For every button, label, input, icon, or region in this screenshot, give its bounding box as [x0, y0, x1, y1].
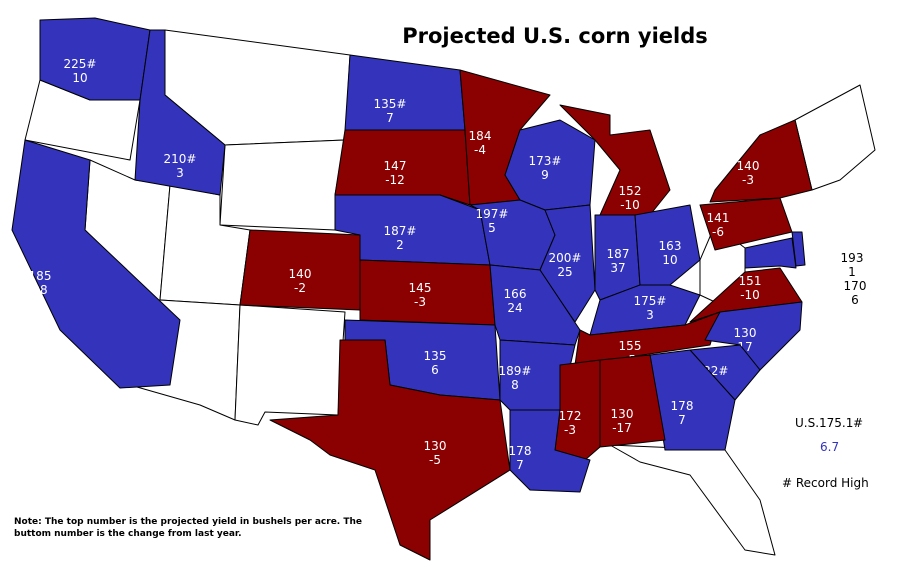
state-yield: 152 [619, 184, 642, 198]
unrated-states [24, 29, 876, 556]
state-change: -10 [620, 198, 640, 212]
state-yield: 130 [424, 439, 447, 453]
state [744, 237, 797, 269]
state-change: -17 [612, 421, 632, 435]
state-change: 7 [386, 111, 394, 125]
state [634, 204, 701, 286]
state [709, 119, 813, 203]
legend-us: U.S.175.1 [795, 416, 853, 430]
state-yield: 184 [469, 129, 492, 143]
state [609, 444, 776, 556]
state-change: -10 [740, 288, 760, 302]
state-change: -2 [294, 281, 306, 295]
state-yield: 151 [739, 274, 762, 288]
state-change: 7 [516, 458, 524, 472]
note-line: Note: The top number is the projected yi… [14, 517, 362, 527]
state-change: 25 [557, 265, 572, 279]
state-change: 5 [488, 221, 496, 235]
state [334, 129, 471, 206]
state [11, 139, 181, 389]
state [269, 339, 511, 561]
state-yield: 130 [611, 407, 634, 421]
map-title: Projected U.S. corn yields [402, 24, 707, 48]
legend-us-mark: # [853, 416, 863, 430]
state-yield: 225# [64, 57, 97, 71]
state-change: -6 [712, 225, 724, 239]
state-yield: 173# [529, 154, 562, 168]
state-change: 24 [507, 301, 522, 315]
state-change: -3 [742, 173, 754, 187]
state [509, 409, 591, 493]
state-change: 3 [176, 166, 184, 180]
state-yield: 155 [619, 339, 642, 353]
state-change: 7 [678, 413, 686, 427]
state-yield: 178 [509, 444, 532, 458]
state-yield: 166 [504, 287, 527, 301]
state-yield: 178 [671, 399, 694, 413]
state-yield: 147 [384, 159, 407, 173]
state [134, 29, 226, 196]
state-change: 9 [541, 168, 549, 182]
state-yield: 170 [844, 279, 867, 293]
state-yield: 145 [409, 281, 432, 295]
state-change: 2 [396, 238, 404, 252]
state-yield: 185 [29, 269, 52, 283]
state-change: 3 [646, 308, 654, 322]
state-change: 6 [431, 363, 439, 377]
state-yield: 135 [424, 349, 447, 363]
state-yield: 135# [374, 97, 407, 111]
state-yield: 163 [659, 239, 682, 253]
state-change: -4 [474, 143, 486, 157]
state [234, 304, 346, 426]
state-yield: 130 [734, 326, 757, 340]
state-change: -5 [429, 453, 441, 467]
state-change: 37 [610, 261, 625, 275]
state-change: -12 [385, 173, 405, 187]
note-line: buttom number is the change from last ye… [14, 529, 242, 539]
state [344, 54, 466, 131]
state-yield: 175# [634, 294, 667, 308]
state-yield: 189# [499, 364, 532, 378]
state-yield: 193 [841, 251, 864, 265]
state-change: -3 [564, 423, 576, 437]
state-change: 8 [511, 378, 519, 392]
state-change: 10 [72, 71, 87, 85]
legend-us-change: 6.7 [820, 440, 839, 454]
state-yield: 210# [164, 152, 197, 166]
state-change: 1 [848, 265, 856, 279]
state-change: 28 [32, 283, 47, 297]
legend-record: # Record High [782, 476, 869, 490]
state-yield: 140 [737, 159, 760, 173]
state-change: -3 [414, 295, 426, 309]
state-change: 10 [662, 253, 677, 267]
state [559, 104, 671, 216]
state-yield: 187# [384, 224, 417, 238]
state-change: 6 [851, 293, 859, 307]
state-yield: 172 [559, 409, 582, 423]
state [219, 139, 346, 231]
state-yield: 140 [289, 267, 312, 281]
state-yield: 141 [707, 211, 730, 225]
state-yield: 200# [549, 251, 582, 265]
state-yield: 197# [476, 207, 509, 221]
state [489, 264, 581, 346]
state-yield: 187 [607, 247, 630, 261]
